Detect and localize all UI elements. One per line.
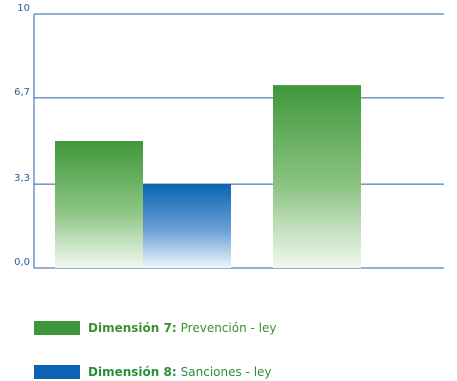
y-tick-label: 0,0 <box>14 257 30 268</box>
legend-desc: Sanciones - ley <box>180 365 272 379</box>
y-tick-label: 10 <box>17 3 30 14</box>
y-tick-label: 6,7 <box>14 87 30 98</box>
legend-swatch-green <box>34 321 80 335</box>
legend-key: Dimensión 8: <box>88 365 177 379</box>
legend-swatch-blue <box>34 365 80 379</box>
bar-dimension-7 <box>273 85 361 269</box>
legend-desc: Prevención - ley <box>180 321 277 335</box>
bar-dimension-8 <box>143 184 231 268</box>
y-tick-label: 3,3 <box>14 173 30 184</box>
bar-chart: 0,03,36,710Promedio regionalPanamá <box>14 3 444 269</box>
legend-item-dimension-8: Dimensión 8: Sanciones - ley <box>34 365 272 379</box>
bar-dimension-7 <box>55 141 143 268</box>
legend-key: Dimensión 7: <box>88 321 177 335</box>
legend-item-dimension-7: Dimensión 7: Prevención - ley <box>34 321 276 335</box>
